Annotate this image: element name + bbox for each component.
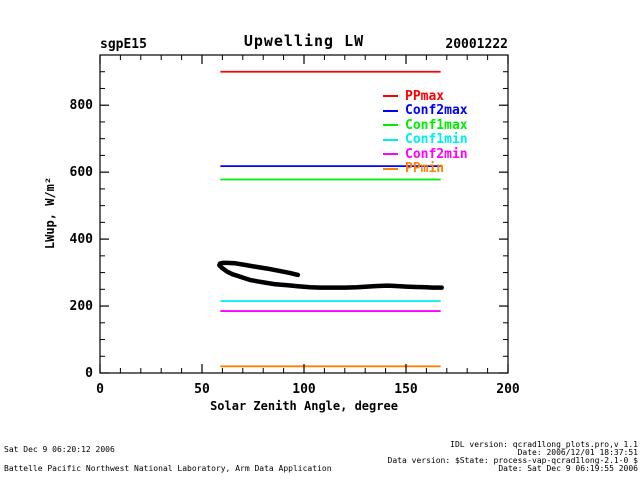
x-tick-label: 50 (194, 382, 210, 397)
data-curve-lwup (217, 260, 444, 290)
version-info: IDL version: qcrad1long_plots.pro,v 1.1 … (388, 441, 638, 473)
legend-dash-icon (383, 167, 398, 170)
legend-dash-icon (383, 138, 398, 141)
legend-item-conf2max: Conf2max (383, 104, 468, 119)
legend: PPmax Conf2max Conf1max Conf1min Conf2mi… (383, 89, 468, 176)
legend-label: PPmin (405, 161, 445, 177)
legend-label: PPmax (405, 88, 445, 104)
data-version-line: Data version: $State: process-vap-qcrad1… (387, 456, 638, 465)
x-tick-label: 0 (96, 382, 104, 397)
y-tick-label: 800 (70, 98, 94, 113)
legend-label: Conf1min (405, 132, 468, 148)
legend-item-conf2min: Conf2min (383, 147, 468, 162)
idl-date-line: Date: 2006/12/01 18:37:51 (517, 448, 638, 457)
data-date-line: Date: Sat Dec 9 06:19:55 2006 (498, 464, 638, 473)
y-tick-label: 200 (70, 299, 94, 314)
page-title: Upwelling LW (243, 32, 365, 50)
legend-label: Conf1max (405, 117, 468, 133)
legend-dash-icon (383, 153, 398, 156)
y-tick-label: 400 (70, 232, 94, 247)
site-label: sgpE15 (100, 37, 147, 52)
x-axis-title: Solar Zenith Angle, degree (210, 399, 398, 413)
idl-version-line: IDL version: qcrad1long_plots.pro,v 1.1 (450, 440, 638, 449)
y-axis-title: LWup, W/m² (43, 176, 57, 250)
legend-dash-icon (383, 95, 398, 98)
legend-dash-icon (383, 124, 398, 127)
legend-item-conf1max: Conf1max (383, 118, 468, 133)
plot-timestamp: Sat Dec 9 06:20:12 2006 (4, 445, 115, 454)
laboratory-credit: Battelle Pacific Northwest National Labo… (4, 464, 332, 473)
legend-dash-icon (383, 109, 398, 112)
legend-item-ppmax: PPmax (383, 89, 468, 104)
x-tick-label: 150 (394, 382, 418, 397)
legend-label: Conf2max (405, 103, 468, 119)
legend-item-ppmin: PPmin (383, 162, 468, 177)
y-tick-label: 600 (70, 165, 94, 180)
y-tick-label: 0 (85, 366, 93, 381)
legend-item-conf1min: Conf1min (383, 133, 468, 148)
legend-label: Conf2min (405, 146, 468, 162)
x-tick-label: 200 (496, 382, 520, 397)
date-label: 20001222 (445, 37, 508, 52)
x-tick-label: 100 (292, 382, 316, 397)
